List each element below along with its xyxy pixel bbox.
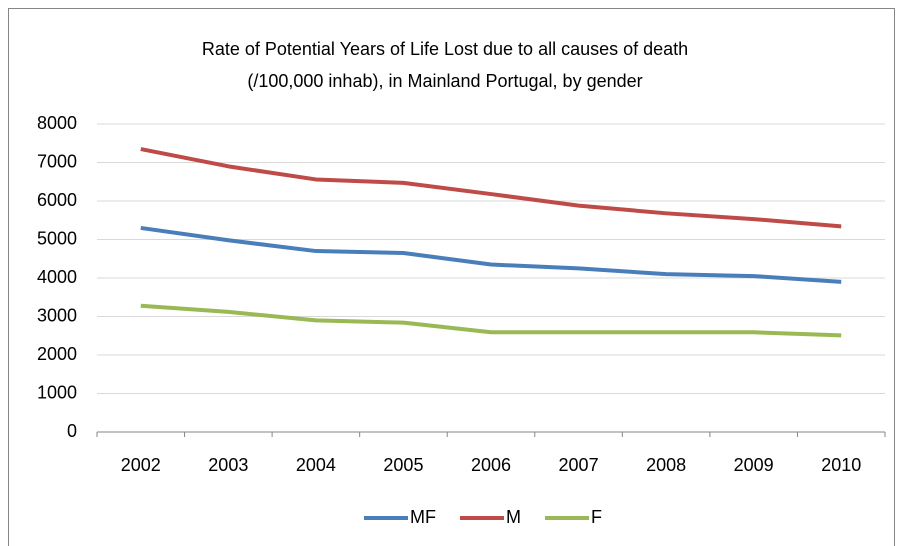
y-tick-label: 7000 [37,151,77,171]
series-line [140,147,842,229]
x-tick-label: 2008 [646,455,686,475]
legend-label: MF [410,507,436,527]
x-tick-label: 2002 [121,455,161,475]
x-tick-label: 2004 [296,455,336,475]
chart-title: (/100,000 inhab), in Mainland Portugal, … [247,71,642,91]
x-tick-label: 2006 [471,455,511,475]
chart-title: Rate of Potential Years of Life Lost due… [202,39,688,59]
x-tick-label: 2009 [734,455,774,475]
y-tick-label: 0 [67,421,77,441]
y-tick-label: 2000 [37,344,77,364]
y-tick-label: 5000 [37,228,77,248]
x-tick-label: 2003 [208,455,248,475]
legend: MF M F [364,507,602,527]
x-tick-label: 2010 [821,455,861,475]
y-tick-label: 4000 [37,267,77,287]
y-tick-label: 6000 [37,190,77,210]
legend-label: F [591,507,602,527]
series-line [140,303,842,338]
series-line [140,225,842,284]
x-tick-label: 2007 [559,455,599,475]
y-tick-label: 8000 [37,113,77,133]
y-tick-label: 1000 [37,382,77,402]
y-tick-label: 3000 [37,305,77,325]
legend-label: M [506,507,521,527]
x-tick-label: 2005 [383,455,423,475]
